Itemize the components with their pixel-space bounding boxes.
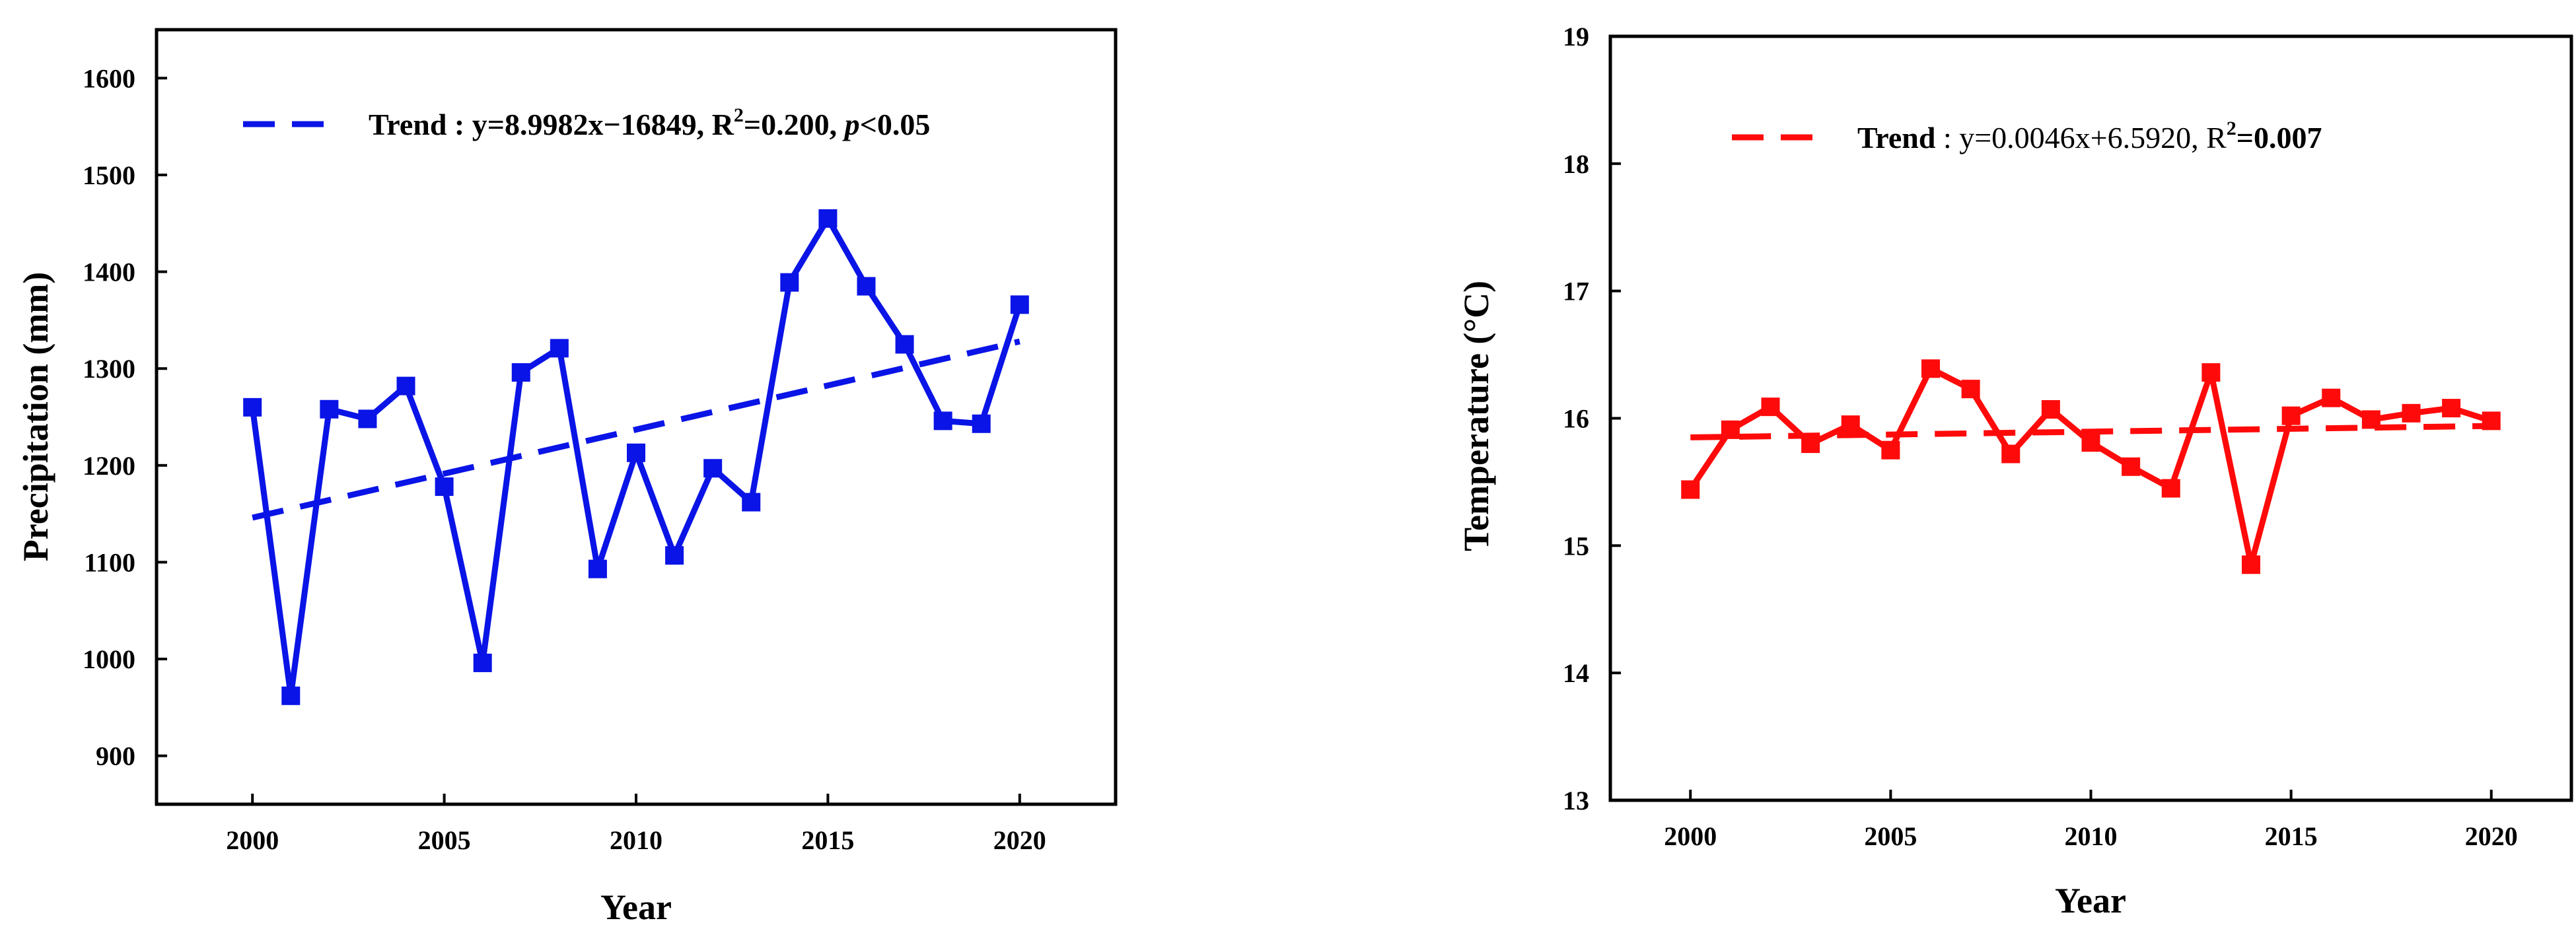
data-point: [243, 397, 262, 417]
legend-text-mid: =0.200,: [744, 108, 845, 141]
y-tick-label: 1000: [83, 644, 135, 674]
y-tick-label: 15: [1563, 531, 1589, 561]
data-point: [703, 459, 723, 478]
data-point: [2281, 406, 2301, 425]
data-point: [2442, 399, 2461, 418]
data-point: [2001, 444, 2021, 464]
data-point: [358, 409, 377, 429]
data-point: [2161, 479, 2180, 498]
y-tick-label: 14: [1563, 658, 1589, 688]
data-point: [780, 273, 799, 292]
legend-text-mid: : y=0.0046x+6.5920, R: [1935, 121, 2227, 155]
y-tick-label: 13: [1563, 786, 1589, 815]
y-tick-label: 19: [1563, 22, 1589, 52]
x-tick-label: 2000: [226, 825, 279, 855]
y-axis-label: Temperature (°C): [1456, 281, 1496, 551]
y-tick-label: 1100: [84, 547, 135, 577]
legend: Trend : y=0.0046x+6.5920, R2=0.007: [1732, 118, 2322, 155]
data-point: [473, 653, 492, 672]
data-point: [1881, 440, 1900, 460]
precipitation-chart: 2000 2005 2010 2015 2020 900 1000 1100 1200 1300 1…: [16, 28, 1118, 927]
data-point: [2122, 457, 2141, 476]
data-point: [627, 443, 645, 462]
x-tick-label: 2015: [2265, 821, 2318, 851]
x-axis-label: Year: [2055, 881, 2126, 920]
data-point: [1961, 380, 1980, 399]
y-tick-label: 1600: [83, 63, 135, 93]
y-tick-label: 16: [1563, 404, 1589, 434]
data-point: [857, 277, 876, 296]
trend-line-group: [1690, 423, 2491, 440]
y-tick-label: 1400: [83, 258, 135, 287]
legend-text-italic: p: [842, 108, 860, 141]
y-tick-label: 1200: [83, 451, 135, 481]
data-point: [1761, 397, 1780, 417]
data-point: [2482, 411, 2501, 431]
data-point: [1010, 295, 1029, 314]
data-point: [396, 376, 415, 396]
x-axis-label: Year: [600, 887, 672, 927]
data-point: [281, 686, 301, 705]
x-tick-label: 2010: [2065, 821, 2118, 851]
axis-ticks: 2000 2005 2010 2015 2020 900 1000 1100 1200 1300 1…: [83, 63, 1046, 855]
x-tick-label: 2020: [2465, 821, 2518, 851]
data-point: [1841, 415, 1860, 434]
x-tick-label: 2015: [801, 825, 854, 855]
axis-ticks: 2000 2005 2010 2015 2020 13 14 15 16 17 18 19: [1563, 22, 2518, 851]
data-point: [435, 477, 454, 497]
x-tick-label: 2005: [1864, 821, 1917, 851]
data-point: [550, 339, 569, 358]
data-point: [742, 493, 761, 512]
data-point: [320, 399, 339, 419]
data-point: [972, 414, 991, 433]
trend-line: [252, 338, 1020, 521]
data-point: [1921, 359, 1940, 378]
data-point: [1721, 420, 1740, 439]
data-point: [511, 363, 530, 382]
legend-text-sup: 2: [2227, 118, 2236, 139]
data-point: [2322, 388, 2341, 407]
series-line: [1688, 365, 2493, 568]
y-tick-label: 17: [1563, 277, 1589, 306]
legend-text-prefix: Trend: [1857, 121, 1936, 155]
data-point: [2361, 410, 2380, 429]
y-tick-label: 18: [1563, 149, 1589, 179]
legend-text-prefix: Trend : y=8.9982x−16849, R: [369, 108, 734, 141]
x-tick-label: 2005: [418, 825, 471, 855]
data-point: [2081, 433, 2100, 452]
data-point: [2402, 403, 2421, 423]
data-point: [1801, 434, 1820, 454]
x-tick-label: 2000: [1664, 821, 1717, 851]
data-point: [895, 335, 914, 354]
series-group: [1681, 359, 2501, 574]
trend-line-group: [252, 338, 1020, 521]
trend-line: [1690, 423, 2491, 440]
data-point: [2201, 363, 2221, 382]
y-tick-label: 900: [96, 741, 135, 771]
data-point: [588, 559, 607, 578]
legend-text-sup: 2: [734, 104, 744, 126]
data-point: [665, 546, 684, 565]
legend: Trend : y=8.9982x−16849, R2=0.200, p<0.0…: [243, 104, 930, 141]
x-tick-label: 2010: [610, 825, 662, 855]
legend-text-suffix: =0.007: [2236, 121, 2322, 155]
temperature-chart: 2000 2005 2010 2015 2020 13 14 15 16 17 18 19 Trend…: [1456, 22, 2573, 920]
plot-frame: [155, 28, 1118, 806]
y-axis-label: Precipitation (mm): [16, 272, 55, 561]
data-point: [2041, 400, 2060, 419]
series-group: [243, 209, 1029, 705]
y-tick-label: 1500: [83, 160, 135, 190]
data-point: [1681, 480, 1700, 499]
legend-label-trend: Trend : y=0.0046x+6.5920, R2=0.007: [1857, 118, 2322, 155]
data-point: [933, 411, 952, 431]
x-tick-label: 2020: [993, 825, 1046, 855]
data-point: [818, 209, 838, 228]
legend-label-trend: Trend : y=8.9982x−16849, R2=0.200, p<0.0…: [369, 104, 930, 141]
legend-text-suffix: <0.05: [860, 108, 931, 141]
y-tick-label: 1300: [83, 354, 135, 384]
data-point: [2242, 555, 2260, 574]
